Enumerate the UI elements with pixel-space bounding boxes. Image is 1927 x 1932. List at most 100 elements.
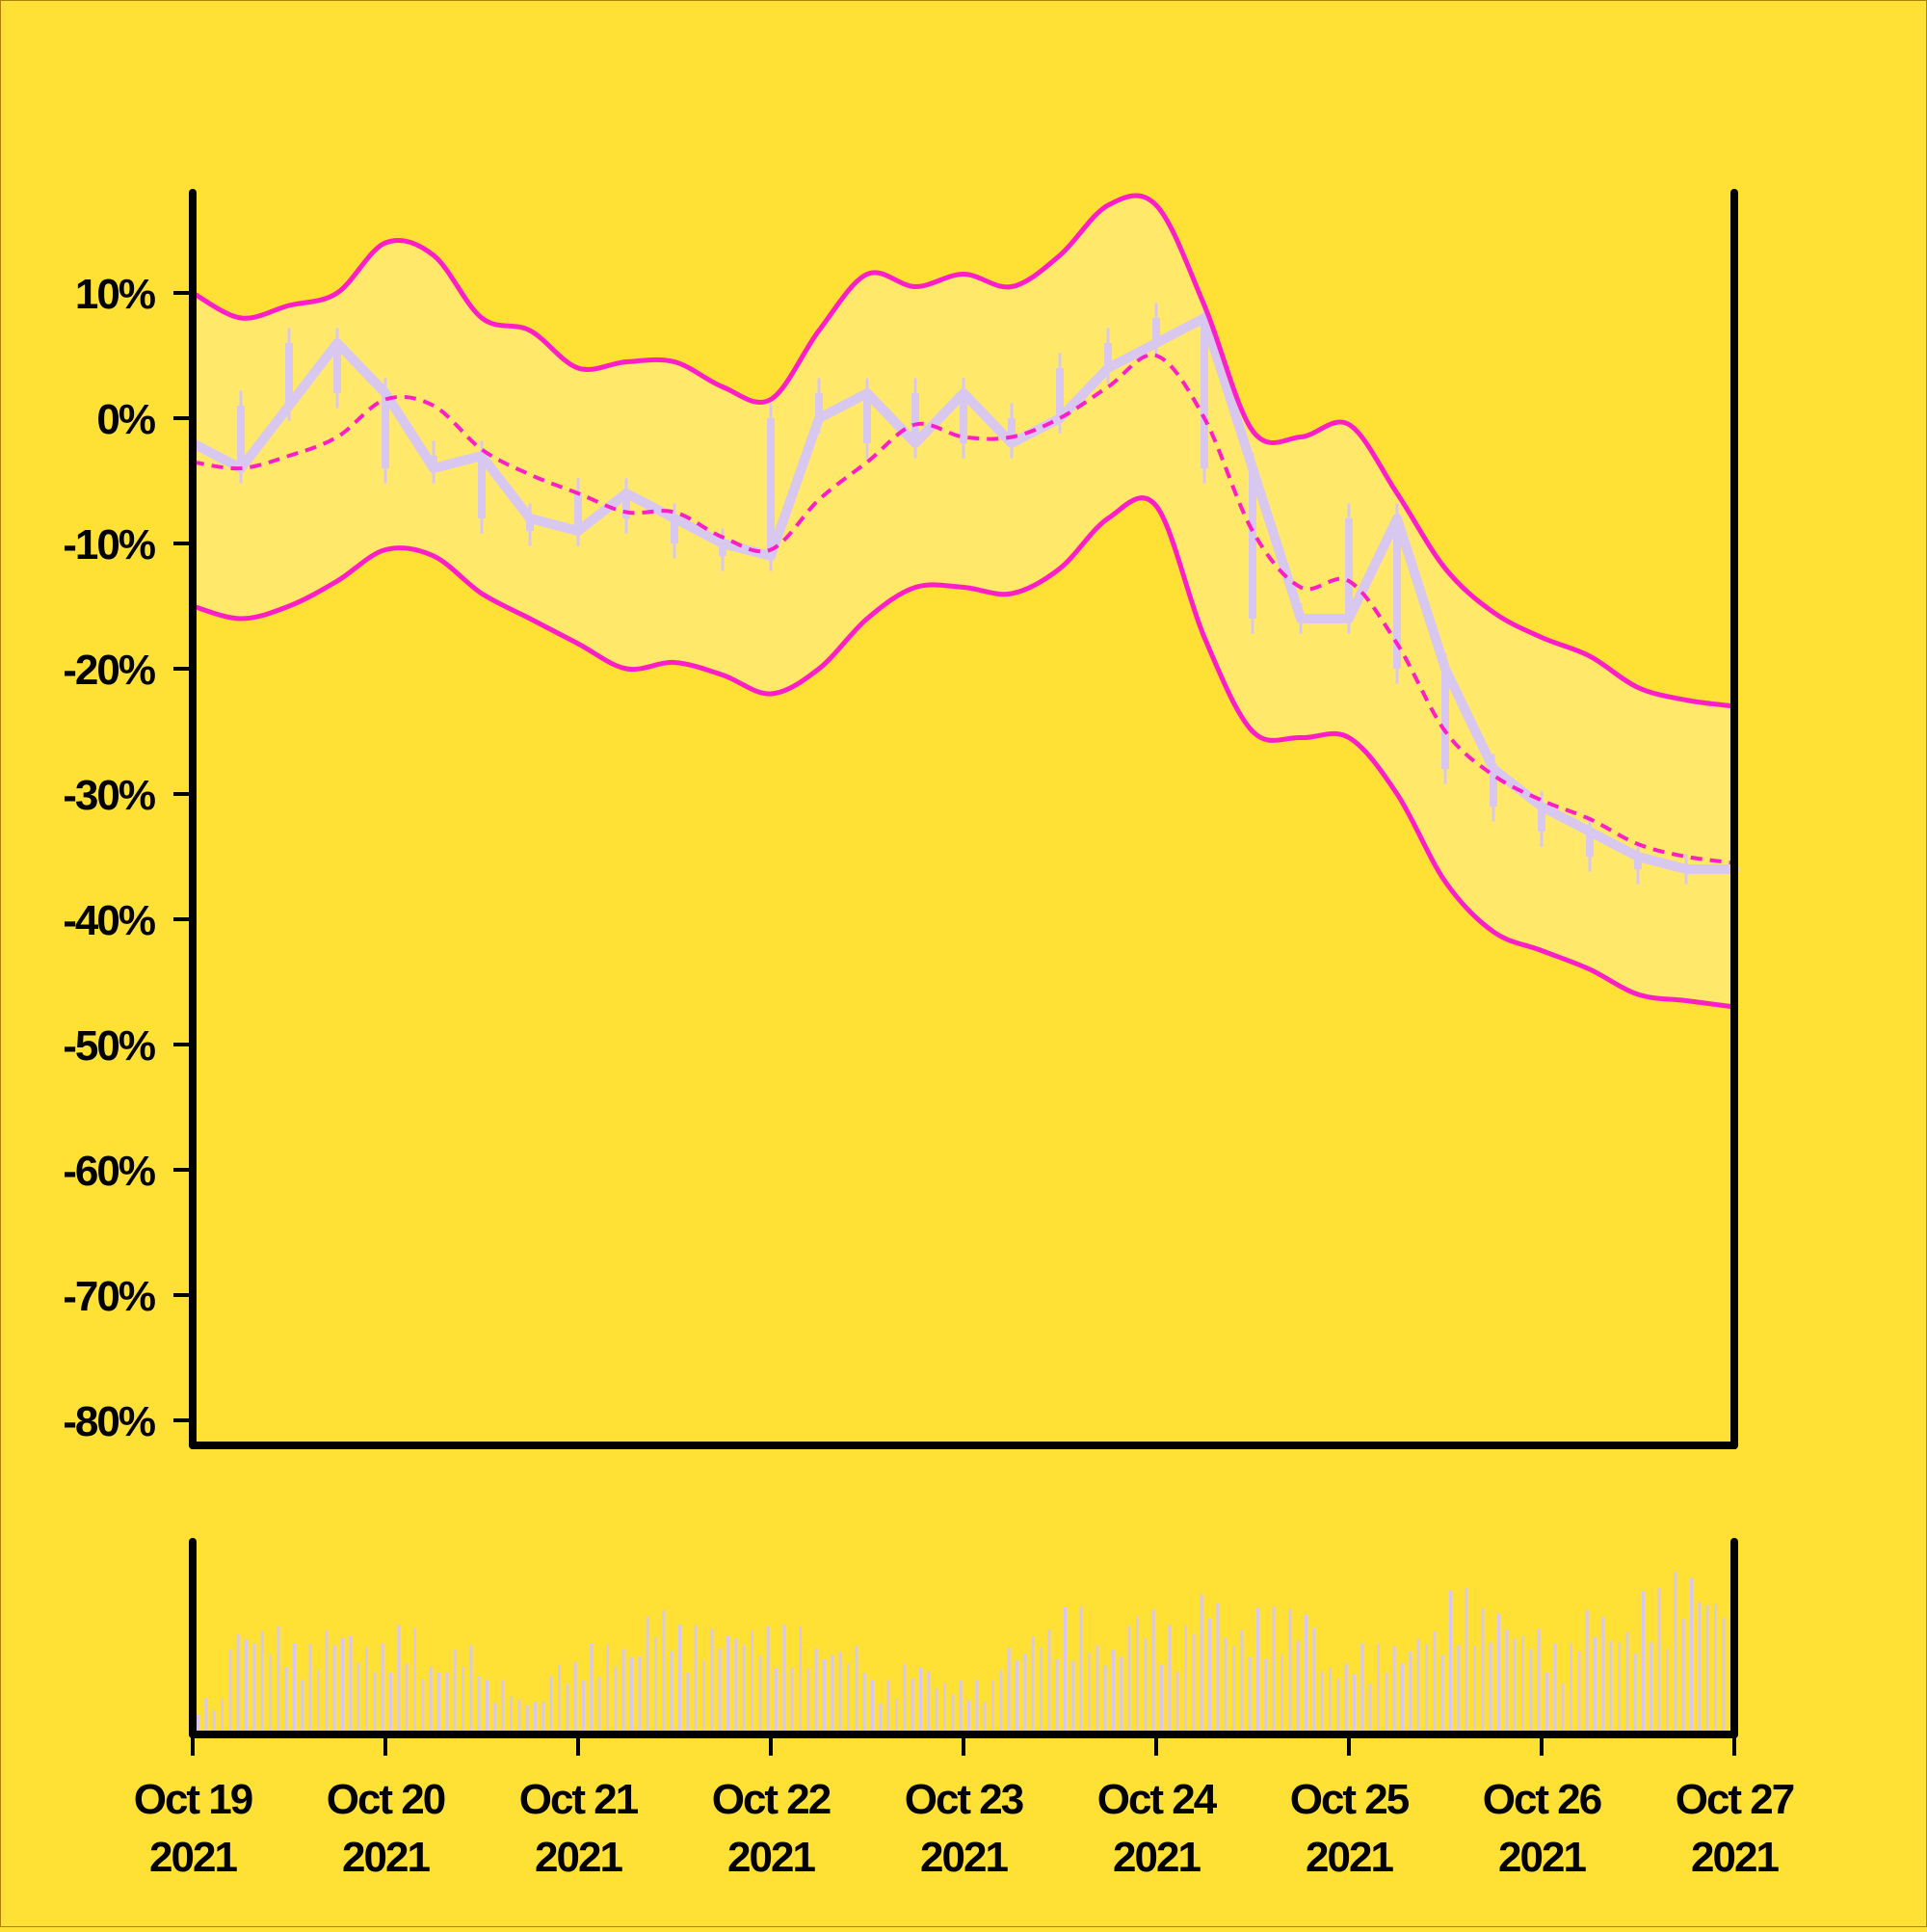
- volume-bar: [911, 1678, 914, 1734]
- volume-bar: [1040, 1647, 1043, 1734]
- volume-bar: [790, 1667, 794, 1734]
- volume-bar: [1368, 1683, 1372, 1734]
- volume-bar: [1095, 1645, 1099, 1734]
- volume-bar: [1714, 1603, 1717, 1734]
- axes: [173, 189, 1738, 1756]
- volume-bar: [1047, 1628, 1051, 1734]
- price-segment: [284, 338, 342, 410]
- volume-bar: [437, 1672, 440, 1734]
- price-candle: [574, 493, 582, 531]
- price-segment: [573, 489, 631, 536]
- volume-bar: [1055, 1658, 1059, 1734]
- volume-bar: [413, 1628, 416, 1734]
- volume-bar: [654, 1636, 657, 1734]
- x-tick-label-date: Oct 20: [327, 1776, 445, 1823]
- price-candle: [382, 393, 389, 468]
- volume-bar: [1681, 1619, 1685, 1734]
- volume-bar: [702, 1659, 705, 1734]
- volume-bar: [1120, 1656, 1123, 1734]
- volume-bar: [1594, 1636, 1597, 1734]
- volume-bar: [1657, 1588, 1661, 1734]
- price-candle: [1393, 518, 1401, 669]
- volume-bar: [1545, 1672, 1548, 1734]
- volume-bar: [373, 1672, 377, 1734]
- price-segment: [1200, 313, 1257, 473]
- volume-bar: [477, 1676, 481, 1734]
- price-segment: [188, 438, 246, 473]
- volume-bar: [814, 1648, 818, 1734]
- volume-bar: [742, 1644, 746, 1734]
- band-fill: [193, 195, 1734, 1008]
- volume-bar: [1224, 1637, 1227, 1734]
- volume-bar: [646, 1617, 649, 1734]
- volume-bar: [1256, 1607, 1259, 1734]
- volume-bar: [1601, 1617, 1605, 1734]
- volume-bar: [1200, 1594, 1203, 1734]
- volume-bar: [1112, 1650, 1115, 1734]
- axis-labels: 10% 0% -10% -20% -30% -40% -50% -60% -70% -80% Oct…: [63, 271, 1796, 1881]
- volume-bar: [1513, 1638, 1517, 1734]
- x-tick-label-year: 2021: [920, 1834, 1008, 1881]
- volume-bar: [1449, 1590, 1452, 1734]
- volume-bar: [1473, 1646, 1476, 1734]
- volume-bar: [221, 1699, 224, 1734]
- x-tick-label-date: Oct 23: [905, 1776, 1023, 1823]
- volume-bar: [686, 1672, 690, 1734]
- x-tick-label-year: 2021: [535, 1834, 622, 1881]
- price-candle: [1634, 857, 1642, 869]
- x-tick-label-year: 2021: [1498, 1834, 1586, 1881]
- volume-bar: [1618, 1642, 1621, 1734]
- volume-bar: [1336, 1678, 1340, 1734]
- volume-bar: [935, 1688, 938, 1734]
- price-candle: [430, 456, 437, 468]
- price-candle: [960, 393, 967, 443]
- volume-bar: [1320, 1671, 1324, 1734]
- price-segment: [1440, 664, 1498, 774]
- volume-bar: [1136, 1616, 1139, 1734]
- volume-bar: [1088, 1652, 1091, 1734]
- volume-bar: [493, 1702, 497, 1734]
- volume-bar: [1192, 1633, 1196, 1734]
- volume-bar: [1705, 1604, 1709, 1734]
- volume-bar: [662, 1609, 666, 1734]
- volume-bar: [228, 1649, 232, 1734]
- volume-bar: [1264, 1658, 1268, 1734]
- volume-bar: [389, 1672, 392, 1734]
- price-segment: [621, 489, 679, 523]
- volume-bars: [197, 1571, 1733, 1734]
- volume-bar: [1329, 1667, 1332, 1734]
- price-candle: [1008, 418, 1016, 443]
- volume-bar: [951, 1694, 955, 1734]
- volume-bar: [1296, 1640, 1300, 1734]
- price-candle: [478, 456, 486, 518]
- volume-bar: [1537, 1628, 1541, 1734]
- volume-bar: [1642, 1591, 1645, 1734]
- volume-bar: [1184, 1625, 1187, 1734]
- volume-bar: [862, 1673, 866, 1734]
- price-candle: [1152, 318, 1160, 343]
- price-segment: [959, 388, 1016, 448]
- price-candle: [622, 493, 630, 518]
- volume-bar: [325, 1630, 329, 1734]
- price-candle: [767, 418, 775, 556]
- volume-bar: [1570, 1643, 1572, 1734]
- volume-bar: [903, 1663, 907, 1734]
- volume-bar: [573, 1661, 577, 1734]
- volume-bar: [356, 1662, 360, 1734]
- price-candle: [1201, 318, 1208, 468]
- x-tick-label-date: Oct 26: [1483, 1776, 1601, 1823]
- band-lines: [191, 193, 1735, 1010]
- volume-bar: [1457, 1645, 1461, 1734]
- volume-bar: [1553, 1643, 1557, 1734]
- volume-bar: [1416, 1638, 1420, 1734]
- y-tick-label: -40%: [63, 897, 155, 944]
- price-segment: [1248, 463, 1306, 623]
- price-candle: [526, 518, 534, 531]
- volume-bar: [293, 1643, 296, 1734]
- volume-bar: [582, 1681, 585, 1734]
- volume-bar: [277, 1626, 280, 1734]
- volume-bar: [245, 1639, 248, 1734]
- x-tick-label-year: 2021: [1691, 1834, 1779, 1881]
- price-candle: [815, 393, 823, 418]
- volume-bar: [734, 1638, 738, 1734]
